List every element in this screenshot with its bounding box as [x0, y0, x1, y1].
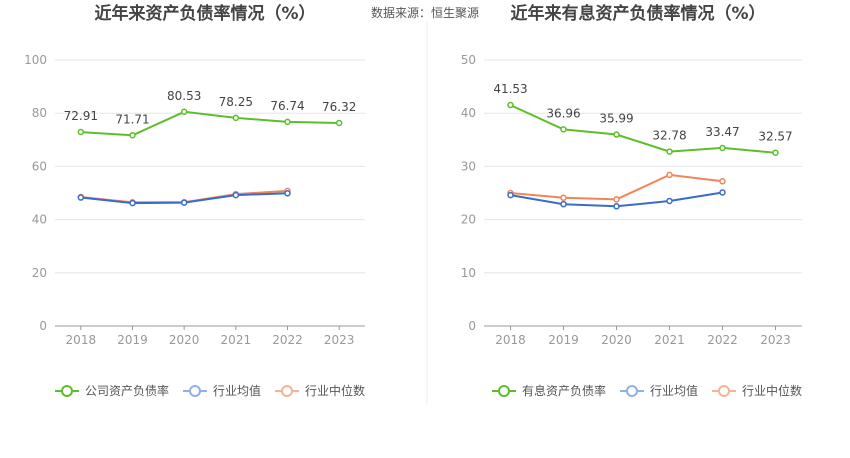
legend-label: 行业中位数 — [305, 383, 365, 398]
avg-data-point — [180, 199, 188, 206]
y-tick-label: 60 — [32, 159, 47, 173]
x-tick-label: 2021 — [654, 333, 685, 347]
data-label: 76.74 — [270, 99, 304, 113]
data-label: 80.53 — [167, 89, 201, 103]
legend-marker — [189, 385, 201, 397]
chart-title: 近年来有息资产负债率情况（%） — [510, 3, 765, 24]
x-tick-label: 2020 — [169, 333, 200, 347]
median-series-line — [510, 173, 723, 201]
company-data-point — [129, 132, 136, 139]
avg-data-point — [77, 194, 85, 201]
legend-marker — [498, 385, 510, 397]
data-label: 32.78 — [652, 129, 686, 143]
y-tick-label: 0 — [39, 319, 47, 333]
legend-label: 有息资产负债率 — [522, 383, 606, 398]
data-label: 76.32 — [322, 100, 356, 114]
company-data-point — [284, 118, 291, 126]
legend-label: 公司资产负债率 — [85, 383, 169, 398]
y-tick-label: 20 — [32, 266, 47, 280]
company-data-point — [772, 149, 779, 156]
company-data-point — [666, 148, 673, 155]
x-tick-label: 2018 — [66, 333, 97, 347]
y-tick-label: 30 — [461, 159, 476, 173]
legend-marker — [281, 385, 293, 397]
avg-data-point — [129, 199, 136, 207]
avg-data-point — [560, 200, 567, 208]
data-label: 32.57 — [758, 130, 792, 144]
data-label: 41.53 — [493, 82, 527, 96]
data-label: 78.25 — [219, 95, 253, 109]
data-label: 33.47 — [705, 125, 739, 139]
legend-label: 行业中位数 — [742, 383, 802, 398]
company-series-line — [510, 104, 776, 154]
legend-label: 行业均值 — [650, 383, 698, 398]
y-tick-label: 40 — [32, 213, 47, 227]
legend-marker — [626, 385, 638, 397]
x-tick-label: 2019 — [548, 333, 579, 347]
data-label: 72.91 — [64, 109, 98, 123]
company-data-point — [560, 126, 567, 133]
company-data-point — [719, 144, 726, 152]
data-source-text: 数据来源：恒生聚源 — [371, 5, 479, 20]
y-tick-label: 40 — [461, 106, 476, 120]
x-tick-label: 2021 — [221, 333, 252, 347]
data-label: 35.99 — [599, 112, 633, 126]
y-tick-label: 0 — [468, 319, 476, 333]
median-data-point — [719, 178, 726, 185]
chart-title: 近年来资产负债率情况（%） — [94, 3, 315, 24]
x-tick-label: 2022 — [272, 333, 303, 347]
y-tick-label: 50 — [461, 53, 476, 67]
y-tick-label: 20 — [461, 213, 476, 227]
median-data-point — [560, 194, 567, 202]
avg-data-point — [232, 191, 240, 199]
x-tick-label: 2022 — [707, 333, 738, 347]
data-label: 36.96 — [546, 106, 580, 120]
x-tick-label: 2023 — [324, 333, 355, 347]
y-tick-label: 10 — [461, 266, 476, 280]
debt-ratio-chart: 近年来资产负债率情况（%） 0 20 40 60 80 100 2018 2019 2020 202… — [24, 3, 365, 398]
avg-data-point — [284, 190, 291, 197]
company-data-point — [180, 108, 188, 116]
interest-debt-ratio-chart: 近年来有息资产负债率情况（%） 0 10 20 30 40 50 2018 2019 2020 20… — [461, 3, 802, 398]
avg-data-point — [666, 197, 673, 205]
x-tick-label: 2023 — [760, 333, 791, 347]
median-data-point — [666, 171, 673, 179]
median-data-point — [613, 196, 620, 203]
x-tick-label: 2019 — [117, 333, 148, 347]
legend-marker — [718, 385, 730, 397]
company-data-point — [613, 131, 620, 138]
data-label: 71.71 — [115, 112, 149, 126]
avg-data-point — [613, 203, 620, 210]
company-data-point — [335, 119, 343, 127]
y-tick-label: 80 — [32, 106, 47, 120]
legend-label: 行业均值 — [213, 383, 261, 398]
avg-data-point — [507, 191, 514, 199]
company-data-point — [77, 128, 85, 136]
x-tick-label: 2018 — [495, 333, 526, 347]
legend-marker — [61, 385, 73, 397]
company-data-point — [232, 114, 240, 122]
company-data-point — [507, 101, 514, 109]
company-series-line — [80, 110, 340, 137]
x-tick-label: 2020 — [601, 333, 632, 347]
y-tick-label: 100 — [24, 53, 47, 67]
avg-data-point — [719, 189, 726, 196]
